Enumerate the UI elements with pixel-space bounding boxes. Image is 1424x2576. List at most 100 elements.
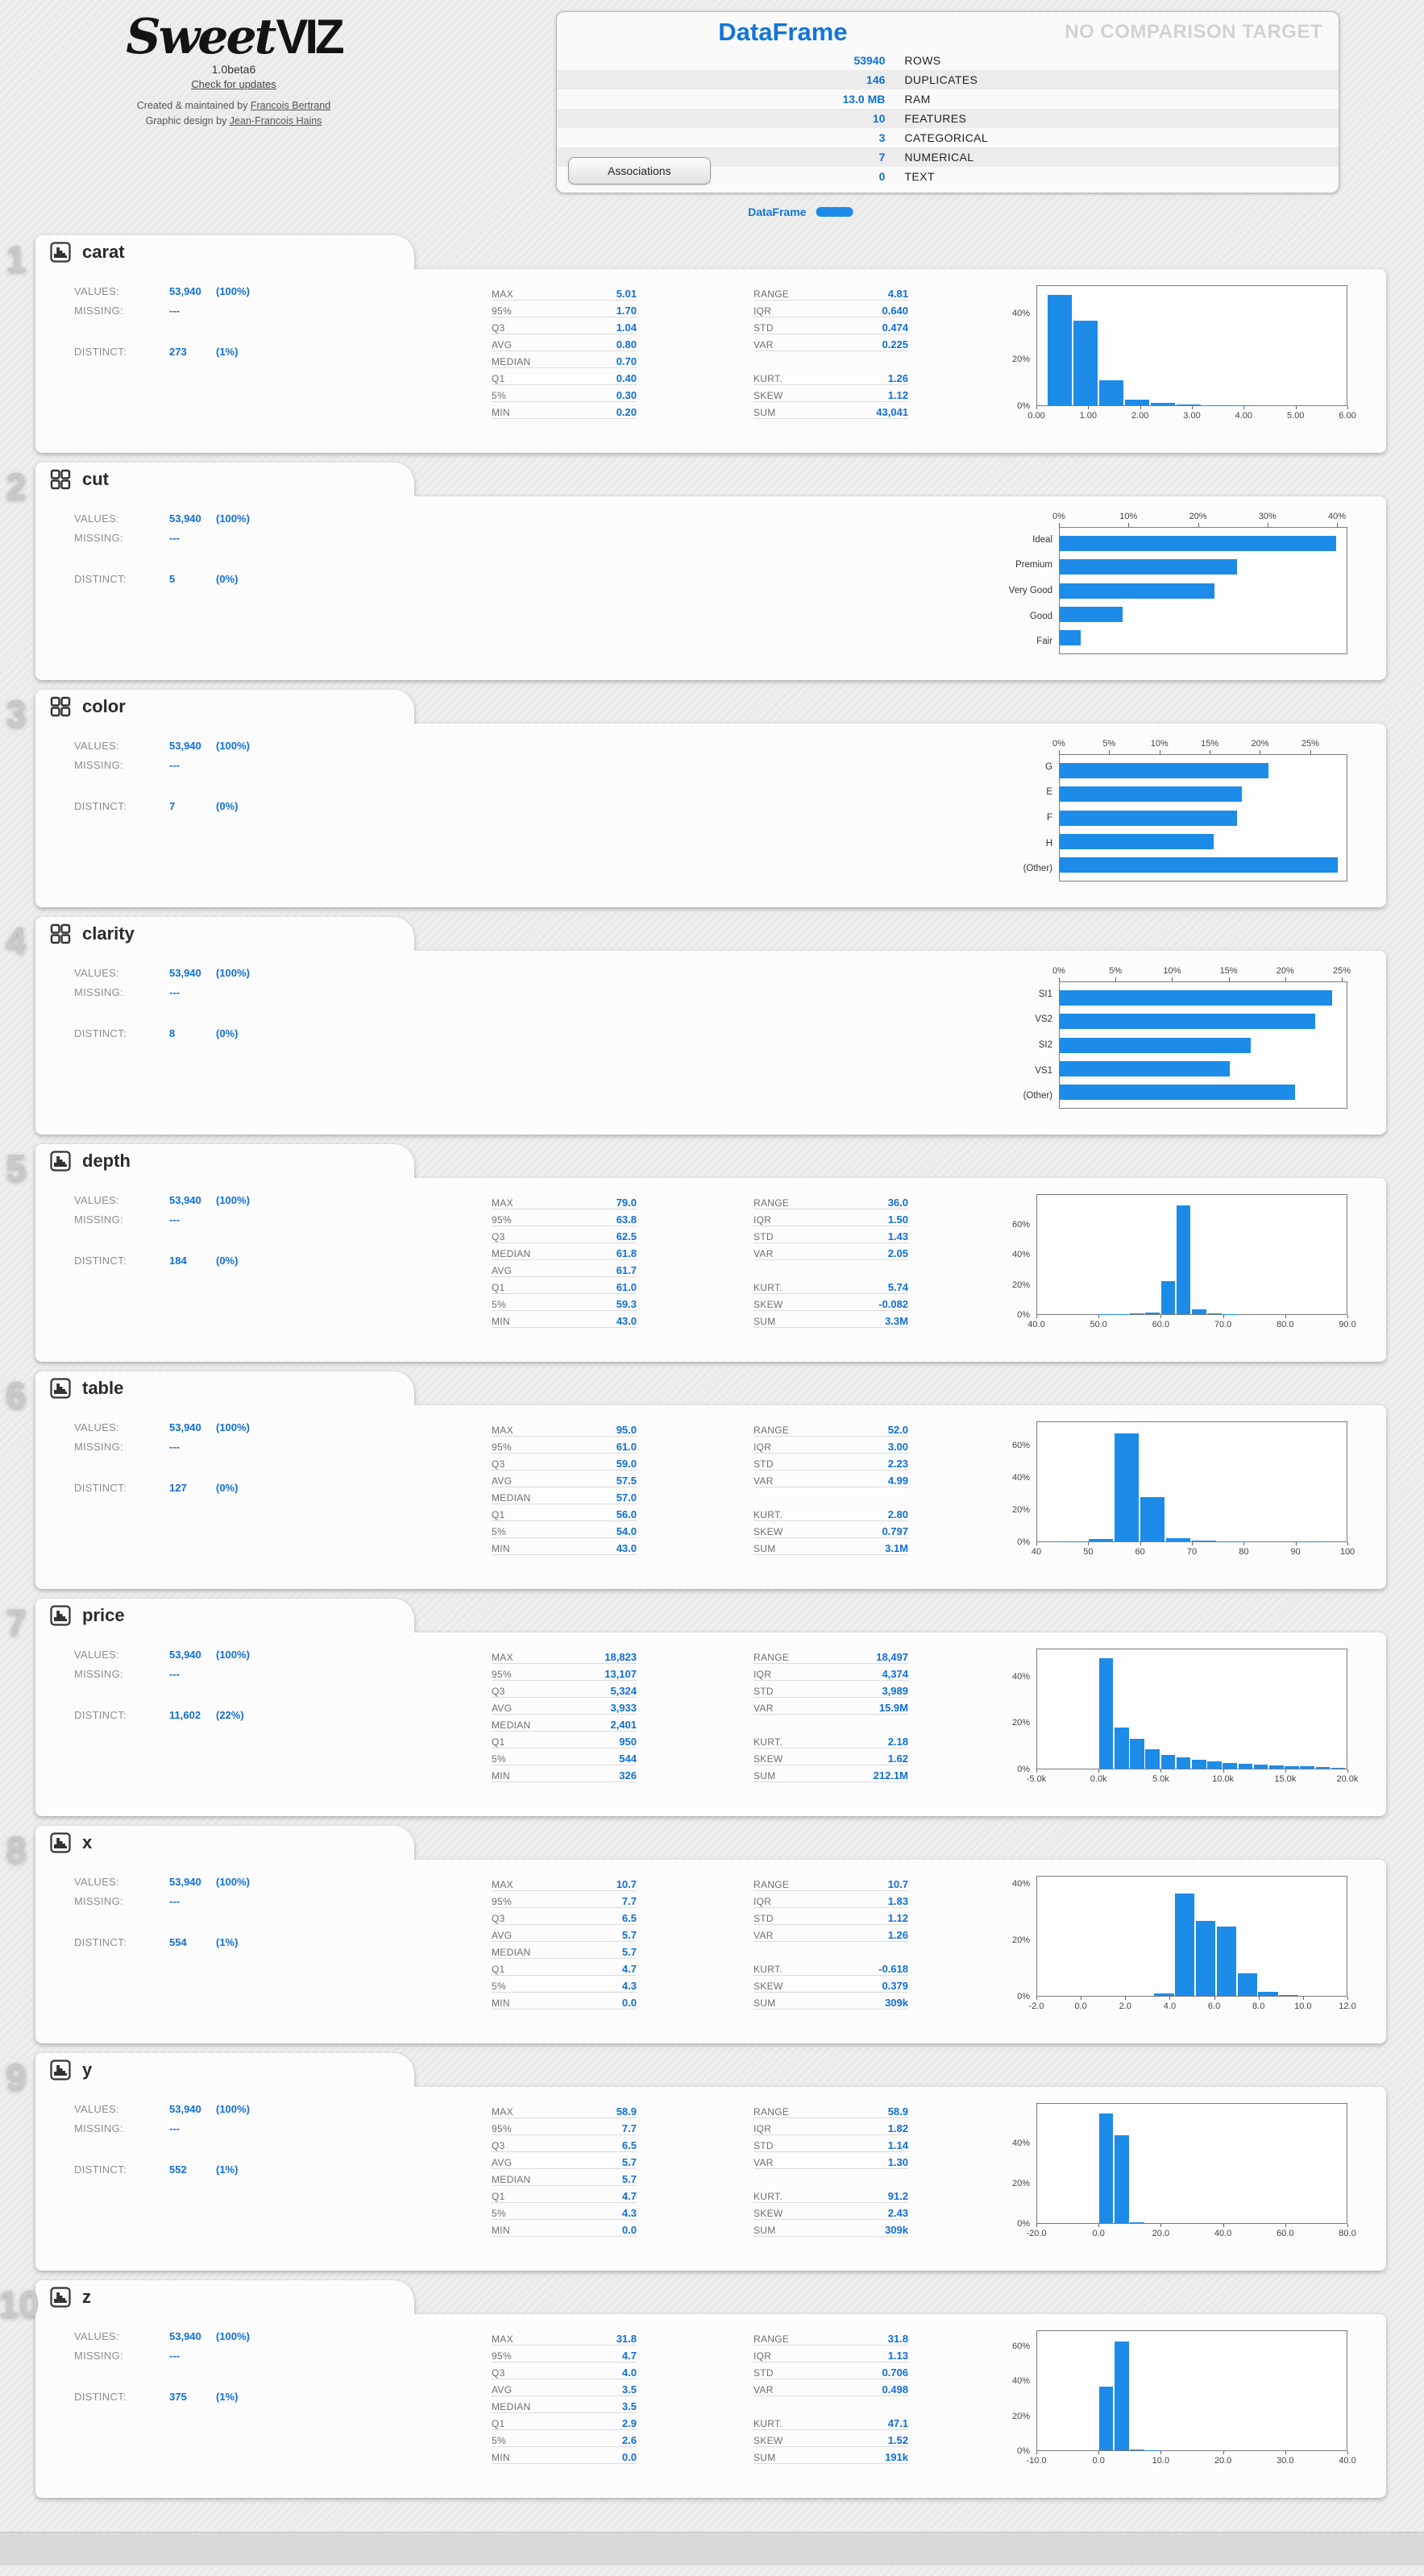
credit1-link[interactable]: Francois Bertrand <box>250 100 331 111</box>
stat-row: IQR 3.00 <box>754 1437 908 1454</box>
feature-index: 4 <box>6 919 27 961</box>
values-count: 53,940 <box>169 2103 201 2115</box>
stat-value: 4.3 <box>621 2207 637 2219</box>
stat-label: MAX <box>492 2106 513 2118</box>
category-row <box>1060 555 1347 579</box>
summary-row: 3 CATEGORICAL <box>557 128 1339 147</box>
feature-tab[interactable]: z <box>35 2280 414 2314</box>
check-updates-link[interactable]: Check for updates <box>191 78 276 90</box>
category-bar <box>1060 1014 1315 1030</box>
feature-tab[interactable]: table <box>35 1371 414 1405</box>
stat-row: KURT. 1.26 <box>754 368 908 385</box>
feature-tab[interactable]: color <box>35 690 414 724</box>
stat-label: MEDIAN <box>492 2401 531 2412</box>
feature-basic-stats: VALUES: 53,940 (100%) MISSING: --- DISTIN… <box>74 1418 300 1579</box>
axis-tick-mark <box>1098 1769 1100 1773</box>
distinct-row: DISTINCT: 552 (1%) <box>74 2163 300 2176</box>
stat-label: SKEW <box>754 2208 783 2219</box>
histogram-x-axis: -2.0 0.0 2.0 4.0 6.0 8.0 10.0 12.0 <box>1029 1997 1356 2013</box>
axis-tick-mark <box>1128 523 1130 527</box>
stat-row: Q3 59.0 <box>492 1454 637 1471</box>
missing-row: MISSING: --- <box>74 1895 300 1907</box>
stat-label: VAR <box>754 1248 774 1259</box>
values-count: 53,940 <box>169 285 201 297</box>
histogram-chart: 0% 20% 40% -5.0k 0.0k 5.0k 10.0k 15.0k 20.0k <box>1001 1645 1358 1807</box>
category-axis: 0% 5% 10% 15% 20% 25% <box>1052 965 1351 981</box>
stat-label: KURT. <box>754 1964 783 1975</box>
stat-row: VAR 1.30 <box>754 2152 908 2169</box>
category-row <box>1060 603 1347 626</box>
category-axis: 0% 5% 10% 15% 20% 25% <box>1052 738 1347 754</box>
feature-name: z <box>82 2287 91 2307</box>
stat-label: 5% <box>492 1981 506 1992</box>
axis-tick-mark <box>1198 523 1199 527</box>
stat-row: STD 1.14 <box>754 2135 908 2152</box>
stat-value: 7.7 <box>621 1895 637 1907</box>
feature-tab[interactable]: y <box>35 2053 414 2087</box>
stat-label: SUM <box>754 1770 776 1782</box>
x-axis-tick: -2.0 <box>1028 2001 1044 2011</box>
histogram-bar <box>1089 1539 1114 1541</box>
x-axis-tick: -5.0k <box>1026 1774 1047 1784</box>
feature-name: color <box>82 696 126 716</box>
missing-label: MISSING: <box>74 1213 123 1226</box>
feature-card-carat: 1 carat VALUES: <box>6 235 1386 453</box>
x-axis-tick: 0.0 <box>1092 2229 1105 2238</box>
associations-button[interactable]: Associations <box>568 157 711 185</box>
stat-label: KURT. <box>754 2191 783 2202</box>
stat-value: 4.7 <box>621 1963 637 1975</box>
stat-label: IQR <box>754 1896 772 1907</box>
feature-index: 8 <box>6 1828 27 1870</box>
axis-tick-mark <box>1036 2224 1037 2227</box>
stat-label: Q3 <box>492 2367 505 2379</box>
feature-tab[interactable]: price <box>35 1599 414 1632</box>
category-bar <box>1060 990 1332 1006</box>
distinct-row: DISTINCT: 5 (0%) <box>74 573 300 585</box>
values-label: VALUES: <box>74 512 120 525</box>
stat-label: RANGE <box>754 288 790 300</box>
axis-tick-mark <box>1088 406 1090 409</box>
feature-tab[interactable]: carat <box>35 235 414 269</box>
summary-table: 53940 ROWS 146 DUPLICATES 13.0 MB RAM 10 FEATUR… <box>557 51 1339 186</box>
values-count: 53,940 <box>169 2330 201 2342</box>
category-label: Good <box>1029 611 1052 621</box>
feature-tab[interactable]: x <box>35 1826 414 1860</box>
axis-tick-mark <box>1223 1315 1224 1318</box>
values-label: VALUES: <box>74 285 120 297</box>
axis-tick-mark <box>1243 406 1245 409</box>
feature-tab[interactable]: clarity <box>35 917 414 951</box>
values-row: VALUES: 53,940 (100%) <box>74 967 300 979</box>
stat-label: MIN <box>492 407 510 418</box>
category-row <box>1060 830 1347 853</box>
missing-value: --- <box>169 1213 180 1226</box>
y-axis-tick: 60% <box>1011 1219 1030 1230</box>
stat-label: STD <box>754 1231 774 1242</box>
category-row <box>1060 759 1347 782</box>
distinct-label: DISTINCT: <box>74 1482 127 1494</box>
distinct-pct: (0%) <box>216 573 239 585</box>
feature-tab[interactable]: cut <box>35 463 414 496</box>
x-axis-tick: 100 <box>1339 1547 1355 1557</box>
missing-row: MISSING: --- <box>74 2350 300 2362</box>
stat-label: SUM <box>754 1543 776 1554</box>
axis-tick-mark <box>1228 977 1230 981</box>
histogram-chart: 0% 20% 40% 60% 40 50 60 70 80 90 100 <box>1001 1418 1355 1579</box>
stat-label: 5% <box>492 2208 506 2219</box>
stat-row: KURT. 5.74 <box>754 1277 908 1294</box>
stat-label: IQR <box>754 1441 772 1453</box>
feature-tab[interactable]: depth <box>35 1144 414 1178</box>
legend-swatch <box>816 206 853 217</box>
values-row: VALUES: 53,940 (100%) <box>74 1421 300 1433</box>
stat-row-spacer <box>754 1487 908 1504</box>
missing-row: MISSING: --- <box>74 2122 300 2134</box>
stat-value: 91.2 <box>887 2190 908 2202</box>
axis-tick-mark <box>1295 1542 1297 1545</box>
category-label: Very Good <box>1008 585 1052 595</box>
values-pct: (100%) <box>216 1421 250 1433</box>
x-axis-tick: 4.00 <box>1235 411 1253 421</box>
stat-value: 191k <box>885 2451 908 2463</box>
distinct-count: 7 <box>169 800 176 812</box>
x-axis-tick: 25% <box>1301 739 1319 749</box>
feature-card-body: VALUES: 53,940 (100%) MISSING: --- DISTIN… <box>35 1860 1386 2043</box>
credit2-link[interactable]: Jean-Francois Hains <box>229 115 322 127</box>
